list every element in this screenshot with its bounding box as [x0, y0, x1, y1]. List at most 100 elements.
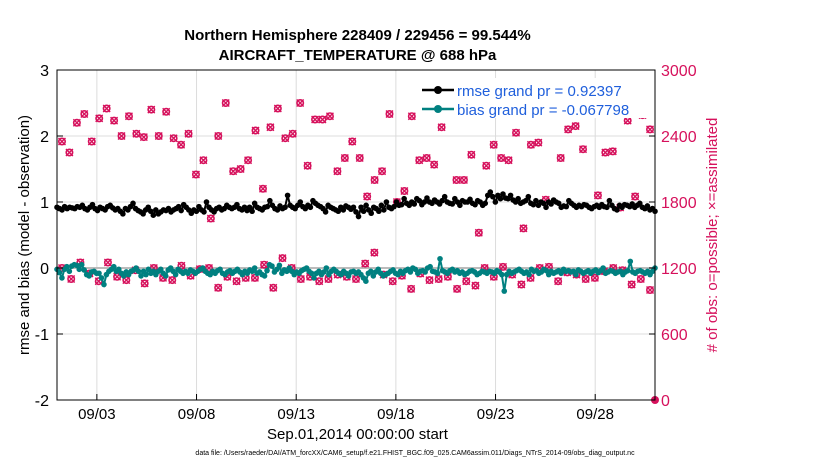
count-high-assimilated-marker: [162, 107, 171, 116]
rmse-point: [533, 197, 539, 204]
count-high-assimilated-marker: [430, 160, 439, 169]
count-high-possible-marker: [378, 167, 387, 176]
count-high-assimilated-marker: [459, 176, 468, 184]
count-high-assimilated-marker: [273, 104, 282, 113]
rmse-point: [490, 193, 496, 200]
count-low-assimilated-marker: [388, 277, 397, 286]
count-high-possible-marker: [169, 134, 178, 143]
count-high-possible-marker: [556, 154, 565, 163]
count-high-assimilated-marker: [474, 228, 483, 237]
count-low-assimilated-marker: [278, 254, 287, 263]
bias-point: [138, 273, 144, 279]
tick-label-x: 09/13: [277, 406, 315, 423]
count-high-assimilated-marker: [244, 156, 253, 165]
tick-label-left: -1: [35, 327, 49, 344]
count-high-possible-marker: [318, 115, 327, 124]
rmse-point: [563, 203, 570, 210]
count-high-assimilated-marker: [646, 125, 655, 134]
count-high-possible-marker: [80, 110, 89, 119]
count-high-assimilated-marker: [206, 214, 215, 223]
count-high-assimilated-marker: [281, 134, 290, 143]
bias-point: [311, 275, 317, 281]
count-high-assimilated-marker: [95, 114, 104, 123]
rmse-point: [282, 204, 288, 211]
count-high-possible-marker: [601, 148, 610, 157]
count-high-assimilated-marker: [311, 115, 320, 124]
count-low-possible-marker: [471, 281, 480, 290]
count-low-assimilated-marker: [434, 275, 443, 283]
tick-label-right: 3000: [661, 63, 697, 80]
legend-label-bias: bias grand pr = -0.067798: [457, 102, 629, 119]
count-high-assimilated-marker: [266, 123, 275, 132]
rmse-point: [381, 207, 387, 213]
count-low-assimilated-marker: [67, 275, 76, 283]
rmse-point: [487, 189, 494, 195]
count-high-possible-marker: [110, 116, 119, 125]
bias-point: [66, 268, 73, 275]
count-high-assimilated-marker: [169, 134, 178, 143]
bias-point: [434, 270, 441, 277]
bias-point: [363, 278, 369, 285]
count-low-assimilated-marker: [103, 258, 112, 267]
rmse-point: [515, 195, 521, 202]
tick-label-x: 09/03: [78, 406, 116, 423]
y-axis-label-left: rmse and bias (model - observation): [16, 115, 33, 355]
count-high-assimilated-marker: [467, 150, 476, 159]
rmse-point: [368, 210, 375, 217]
count-high-possible-marker: [631, 192, 640, 201]
count-high-possible-marker: [646, 125, 655, 134]
bias-point: [323, 265, 330, 271]
bias-point: [76, 266, 83, 273]
count-high-possible-marker: [87, 137, 96, 146]
count-low-assimilated-marker: [315, 277, 324, 286]
bias-point: [437, 255, 443, 262]
count-high-possible-marker: [191, 170, 200, 179]
count-high-assimilated-marker: [296, 99, 305, 107]
count-high-possible-marker: [467, 150, 476, 159]
bias-point: [56, 269, 63, 276]
data-file-footer: data file: /Users/raeder/DAI/ATM_forcXX/…: [195, 450, 635, 457]
count-low-assimilated-marker: [140, 279, 149, 288]
rmse-point: [411, 201, 418, 207]
count-low-assimilated-marker: [636, 275, 645, 283]
tick-label-x: 09/18: [377, 406, 415, 423]
count-low-assimilated-marker: [168, 276, 177, 285]
count-high-possible-marker: [221, 99, 230, 108]
count-low-assimilated-marker: [232, 277, 241, 286]
count-low-possible-marker: [388, 277, 397, 286]
rmse-point: [614, 207, 620, 213]
count-low-assimilated-marker: [554, 277, 563, 286]
count-low-assimilated-marker: [352, 275, 360, 283]
count-low-possible-marker: [646, 285, 655, 294]
bias-point: [573, 271, 579, 278]
count-high-assimilated-marker: [415, 156, 424, 165]
tick-label-left: 3: [40, 63, 49, 80]
bias-point: [276, 262, 283, 269]
bias-point: [78, 261, 85, 268]
bias-point: [96, 270, 102, 277]
count-high-assimilated-marker: [199, 156, 208, 165]
bias-point: [261, 273, 268, 279]
bias-point: [81, 267, 87, 273]
count-high-assimilated-marker: [102, 104, 111, 113]
rmse-point: [307, 204, 314, 211]
count-high-possible-marker: [400, 187, 409, 196]
count-high-possible-marker: [244, 156, 253, 165]
count-high-possible-marker: [430, 160, 439, 169]
count-high-assimilated-marker: [251, 126, 260, 135]
rmse-point: [497, 195, 504, 202]
rmse-point: [284, 192, 291, 199]
count-high-possible-marker: [474, 228, 483, 237]
rmse-point: [604, 204, 610, 211]
count-high-possible-marker: [258, 184, 267, 193]
count-low-possible-marker: [103, 258, 112, 267]
count-high-possible-marker: [437, 123, 446, 132]
count-low-possible-marker: [636, 274, 645, 283]
count-high-assimilated-marker: [184, 129, 193, 138]
count-low-possible-marker: [517, 280, 526, 289]
rmse-point: [507, 192, 514, 199]
count-high-possible-marker: [452, 176, 461, 185]
count-high-assimilated-marker: [422, 154, 431, 162]
count-high-assimilated-marker: [110, 116, 119, 125]
count-high-possible-marker: [564, 125, 573, 134]
